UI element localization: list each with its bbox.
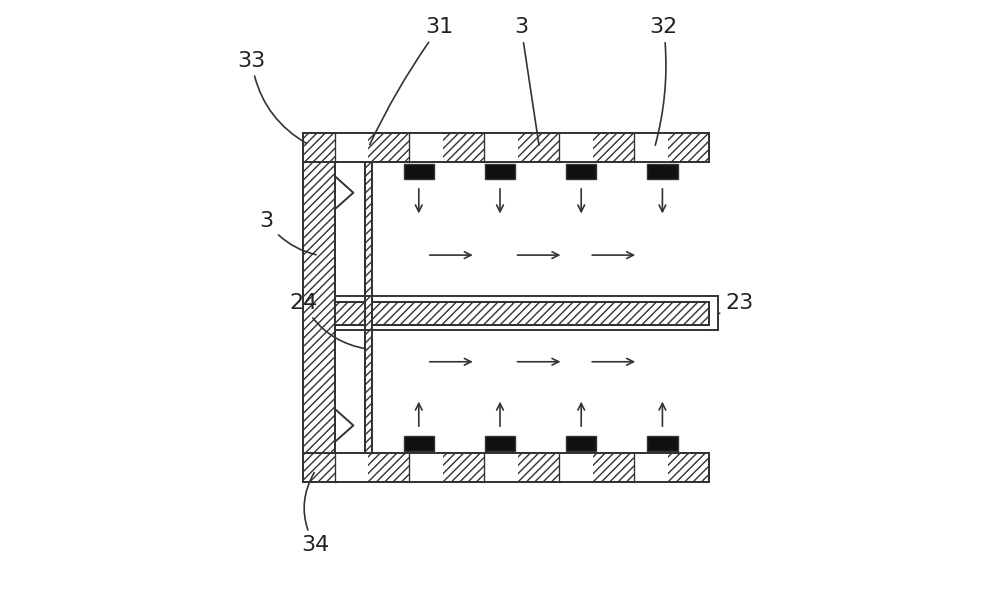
Text: 31: 31 (370, 17, 454, 145)
Bar (409, 453, 443, 482)
Bar (404, 164, 434, 179)
Text: 24: 24 (289, 293, 366, 349)
Text: 34: 34 (301, 473, 329, 556)
Bar (303, 453, 709, 482)
Bar (335, 302, 709, 325)
Bar (303, 133, 709, 162)
Bar (634, 453, 668, 482)
Bar (484, 453, 518, 482)
Bar (559, 133, 593, 162)
Text: 3: 3 (514, 17, 539, 145)
Bar (485, 436, 515, 451)
Bar (365, 162, 372, 453)
Bar (404, 436, 434, 451)
Text: 23: 23 (718, 293, 753, 313)
Bar (484, 133, 518, 162)
Bar (647, 436, 678, 451)
Bar (647, 164, 678, 179)
Bar (335, 453, 368, 482)
Text: 33: 33 (237, 50, 307, 144)
Bar (335, 133, 368, 162)
Bar (303, 133, 335, 482)
Bar (409, 133, 443, 162)
Bar (303, 133, 335, 482)
Bar (365, 162, 372, 453)
Bar (566, 164, 596, 179)
Text: 3: 3 (260, 211, 316, 255)
Bar (485, 164, 515, 179)
Bar (335, 302, 709, 325)
Bar (559, 453, 593, 482)
Bar (634, 133, 668, 162)
Text: 32: 32 (649, 17, 678, 145)
Bar (566, 436, 596, 451)
